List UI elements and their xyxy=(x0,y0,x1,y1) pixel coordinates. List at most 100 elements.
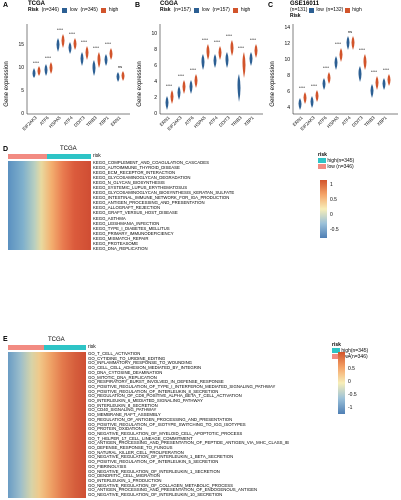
violin-low xyxy=(249,52,253,66)
panel-d-row: KEGG_PRIMARY_IMMUNODEFICIENCY xyxy=(93,230,174,236)
violin-low xyxy=(225,52,229,68)
panel-c-legend-low-n: (n=131) xyxy=(290,7,308,13)
panel-b-xtick: TRIB3 xyxy=(230,115,243,128)
panel-d-legend-title: risk xyxy=(318,152,327,158)
panel-e-row: GO_DNA_CYTOSINE_DEAMINATION xyxy=(88,369,163,375)
panel-b-legend: Risk (n=157) low (n=157) high xyxy=(160,7,250,13)
panel-e-row: GO_DENDRITIC_CELL_MIGRATION xyxy=(88,473,161,479)
panel-b-ytick: 6 xyxy=(154,63,157,69)
panel-e-row: GO_POSITIVE_REGULATION_OF_ISOTYPE_SWITCH… xyxy=(88,421,246,427)
panel-b-ytick: 0 xyxy=(154,111,157,117)
panel-d-title: TCGA xyxy=(60,146,77,152)
violin-low xyxy=(334,56,338,70)
risk-low-swatch xyxy=(318,164,326,170)
panel-b-header: CGGA Risk (n=157) low (n=157) high xyxy=(160,1,250,13)
low-swatch xyxy=(309,7,315,13)
violin-high xyxy=(85,46,89,60)
panel-a-ylabel: Gene expression xyxy=(4,61,10,106)
panel-e-colorbar-ticks: 1 0.5 0 -0.5 -1 xyxy=(348,350,357,415)
panel-b-xtick: ATF6 xyxy=(184,115,195,126)
panel-d-row: KEGG_LEISHMANIA_INFECTION xyxy=(93,220,160,226)
violin-high xyxy=(37,66,41,76)
panel-c-legend-high-n: (n=132) xyxy=(325,7,344,13)
panel-e-scale-tick: 0.5 xyxy=(348,366,355,372)
risk-high-swatch xyxy=(332,348,340,354)
panel-b-sig: **** xyxy=(166,83,173,88)
panel-c-sig: **** xyxy=(299,85,306,90)
panel-d-row: KEGG_GRAFT_VERSUS_HOST_DISEASE xyxy=(93,210,178,216)
panel-b-xtick: HSPA5 xyxy=(193,115,207,129)
panel-b-ytick: 4 xyxy=(154,79,157,85)
panel-a-sig: **** xyxy=(57,27,64,32)
panel-d-scale-tick: 0 xyxy=(330,212,333,218)
violin-low xyxy=(44,64,48,76)
panel-d-row: KEGG_ANTIGEN_PROCESSING_AND_PRESENTATION xyxy=(93,200,205,206)
panel-c-sig: **** xyxy=(323,65,330,70)
panel-a-header: TCGA Risk (n=346) low (n=345) high xyxy=(28,1,118,13)
panel-d-row: KEGG_AUTOIMMUNE_THYROID_DISEASE xyxy=(93,165,180,171)
panel-a-legend: Risk (n=346) low (n=345) high xyxy=(28,7,118,13)
panel-c-legend-high-name: high xyxy=(352,7,362,13)
panel-d-scale-tick: -0.5 xyxy=(330,227,339,233)
panel-e-row: GO_REGULATION_OF_CD8_POSITIVE_ALPHA_BETA… xyxy=(88,393,242,399)
panel-b-sig: **** xyxy=(190,67,197,72)
panel-a-xtick: XBP1 xyxy=(98,115,110,127)
panel-a-xtick: TRIB3 xyxy=(85,115,98,128)
panel-b-title: CGGA xyxy=(160,1,178,7)
violin-high xyxy=(339,48,343,62)
panel-d-row: KEGG_DNA_REPLICATION xyxy=(93,245,148,251)
violin-high xyxy=(170,90,174,104)
panel-c-sig: ns xyxy=(348,29,352,34)
panel-c-legend-low-name: low xyxy=(316,7,324,13)
panel-a-legend-title: Risk xyxy=(28,7,39,13)
violin-low xyxy=(237,74,241,102)
panel-e-row: GO_INTERLEUKIN_6_MEDIATED_SIGNALING_PATH… xyxy=(88,398,203,404)
panel-a-ytick: 15 xyxy=(18,42,24,48)
panel-e-row: GO_ANTIGEN_PROCESSING_AND_PRESENTATION_O… xyxy=(88,440,289,446)
panel-a-legend-low-name: low xyxy=(69,7,78,13)
panel-b-ytick: 2 xyxy=(154,95,157,101)
panel-b-violin-plot: Gene expression 0 2 4 6 8 10 **** **** *… xyxy=(137,24,263,131)
violin-high xyxy=(315,90,319,102)
panel-a-ytick: 5 xyxy=(21,88,24,94)
panel-b-legend-title: Risk xyxy=(160,7,171,13)
panel-a-sig: **** xyxy=(69,31,76,36)
violin-low xyxy=(213,54,217,68)
panel-e-row: GO_POSITIVE_REGULATION_OF_INTERLEUKIN_8_… xyxy=(88,388,219,394)
panel-e-label: E xyxy=(3,336,8,343)
panel-d-label: D xyxy=(3,146,9,153)
panel-c-violin-plot: Gene expression 4 6 8 10 12 14 **** ****… xyxy=(270,24,398,131)
panel-e-row: GO_CYTIDINE_TO_URIDINE_EDITING xyxy=(88,355,166,361)
panel-b-sig: **** xyxy=(238,45,245,50)
high-swatch xyxy=(345,7,351,13)
violin-high xyxy=(303,92,307,104)
panel-c-xtick: DDIT3 xyxy=(351,115,364,128)
panel-b-sig: **** xyxy=(178,73,185,78)
panel-b-sig: **** xyxy=(250,37,257,42)
panel-d-row: KEGG_COMPLEMENT_AND_COAGULATION_CASCADES xyxy=(93,160,209,165)
panel-e-row: GO_CD40_SIGNALING_PATHWAY xyxy=(88,407,157,413)
panel-c-sig: **** xyxy=(311,83,318,88)
panel-a-sig: **** xyxy=(93,45,100,50)
panel-b-xtick: DDIT3 xyxy=(218,115,231,128)
panel-c-ytick: 8 xyxy=(287,73,290,79)
panel-e-row: GO_REGULATION_OF_ANTIGEN_PROCESSING_AND_… xyxy=(88,416,233,422)
panel-a-legend-high-name: high xyxy=(108,7,119,13)
panel-c-sig: **** xyxy=(371,69,378,74)
panel-a-xtick: EIF2AK3 xyxy=(21,115,38,132)
panel-e-row: GO_T_HELPER_17_CELL_LINEAGE_COMMITMENT xyxy=(88,435,193,441)
panel-d-risk-bar-high xyxy=(47,154,91,159)
high-swatch xyxy=(232,7,238,13)
violin-high xyxy=(109,48,113,60)
panel-d-colorbar-ticks: 1 0.5 0 -0.5 xyxy=(330,178,339,238)
panel-e-row: GO_RESPIRATORY_BURST_INVOLVED_IN_DEFENSE… xyxy=(88,379,224,385)
panel-a-sig: **** xyxy=(45,55,52,60)
panel-c-header: GSE16011 (n=131) low (n=132) high Risk xyxy=(290,1,362,19)
violin-low xyxy=(177,86,181,100)
violin-high xyxy=(194,74,198,88)
panel-e-row: GO_MEMBRANE_RAFT_ASSEMBLY xyxy=(88,412,161,418)
violin-low xyxy=(189,80,193,94)
violin-low xyxy=(346,36,350,50)
violin-low xyxy=(358,66,362,82)
violin-low xyxy=(201,54,205,70)
